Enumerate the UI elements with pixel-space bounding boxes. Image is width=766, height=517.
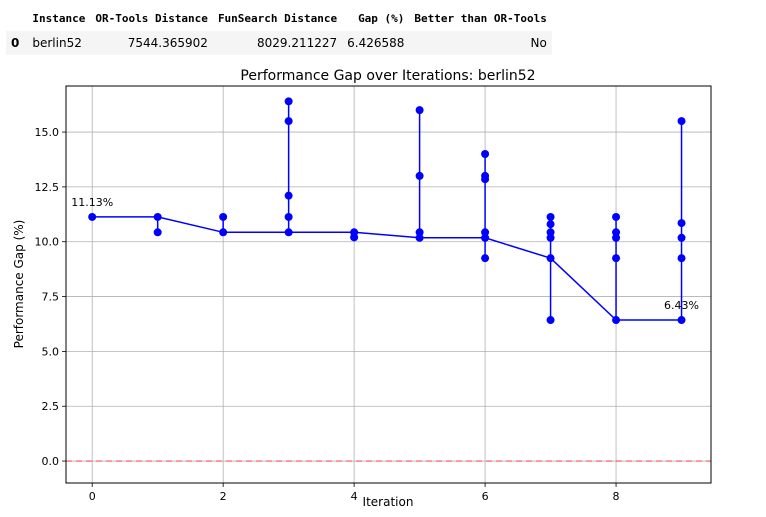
data-point <box>350 233 359 242</box>
y-tick-label: 10.0 <box>35 236 60 249</box>
x-tick-label: 6 <box>482 490 489 503</box>
data-point <box>415 233 424 242</box>
chart-title: Performance Gap over Iterations: berlin5… <box>240 68 535 84</box>
data-point <box>612 254 621 263</box>
data-point <box>481 149 490 158</box>
y-tick-label: 7.5 <box>42 291 60 304</box>
column-header: Better than OR-Tools <box>414 12 547 25</box>
cell-funsearch-distance: 8029.211227 <box>256 36 338 50</box>
data-point <box>677 219 686 228</box>
data-point <box>88 212 97 221</box>
data-point <box>481 233 490 242</box>
data-point <box>677 254 686 263</box>
y-tick-label: 0.0 <box>42 455 60 468</box>
y-tick-label: 2.5 <box>42 400 60 413</box>
data-point <box>612 212 621 221</box>
data-point <box>546 254 555 263</box>
data-point <box>284 191 293 200</box>
data-point <box>219 212 228 221</box>
data-point <box>415 171 424 180</box>
y-tick-label: 5.0 <box>42 345 60 358</box>
annotation-label: 11.13% <box>71 196 113 209</box>
data-point <box>546 228 555 237</box>
data-point <box>612 316 621 325</box>
data-point <box>284 212 293 221</box>
data-point <box>546 316 555 325</box>
y-tick-label: 12.5 <box>35 181 60 194</box>
data-point <box>546 220 555 229</box>
column-header: Gap (%) <box>358 12 405 25</box>
column-header <box>6 8 27 31</box>
x-tick-label: 4 <box>351 490 358 503</box>
cell-gap: 6.426588 <box>347 36 405 50</box>
data-point <box>677 316 686 325</box>
cell-better: No <box>530 36 547 50</box>
y-tick-label: 15.0 <box>35 126 60 139</box>
data-point <box>677 233 686 242</box>
column-header: Instance <box>32 12 86 25</box>
data-point <box>481 175 490 184</box>
x-tick-label: 0 <box>89 490 96 503</box>
data-point <box>546 233 555 242</box>
plot-frame <box>65 85 712 484</box>
data-point <box>546 212 555 221</box>
data-point <box>153 228 162 237</box>
cell-ortools-distance: 7544.365902 <box>127 36 208 50</box>
x-axis-label: Iteration <box>363 495 414 509</box>
data-point <box>153 212 162 221</box>
data-point <box>284 228 293 237</box>
data-point <box>284 97 293 106</box>
data-point <box>415 106 424 115</box>
x-tick-label: 8 <box>613 490 620 503</box>
table-header-row: Instance OR-Tools Distance FunSearch Dis… <box>6 8 552 31</box>
column-header: FunSearch Distance <box>217 12 338 25</box>
results-table: Instance OR-Tools Distance FunSearch Dis… <box>6 8 552 55</box>
column-header: OR-Tools Distance <box>95 12 208 25</box>
best-gap-line <box>92 216 682 321</box>
cell-instance: berlin52 <box>32 36 82 50</box>
data-point <box>612 228 621 237</box>
row-index: 0 <box>11 36 20 50</box>
data-point <box>415 228 424 237</box>
performance-gap-chart: Performance Gap over Iterations: berlin5… <box>12 68 712 509</box>
annotation-label: 6.43% <box>664 299 699 312</box>
y-axis-label: Performance Gap (%) <box>12 220 26 349</box>
table-row: 0 berlin52 7544.365902 8029.211227 6.426… <box>6 31 552 55</box>
data-point <box>284 117 293 126</box>
data-point <box>481 254 490 263</box>
data-point <box>677 117 686 126</box>
data-point <box>481 228 490 237</box>
data-point <box>612 233 621 242</box>
x-tick-label: 2 <box>220 490 227 503</box>
data-point <box>219 228 228 237</box>
